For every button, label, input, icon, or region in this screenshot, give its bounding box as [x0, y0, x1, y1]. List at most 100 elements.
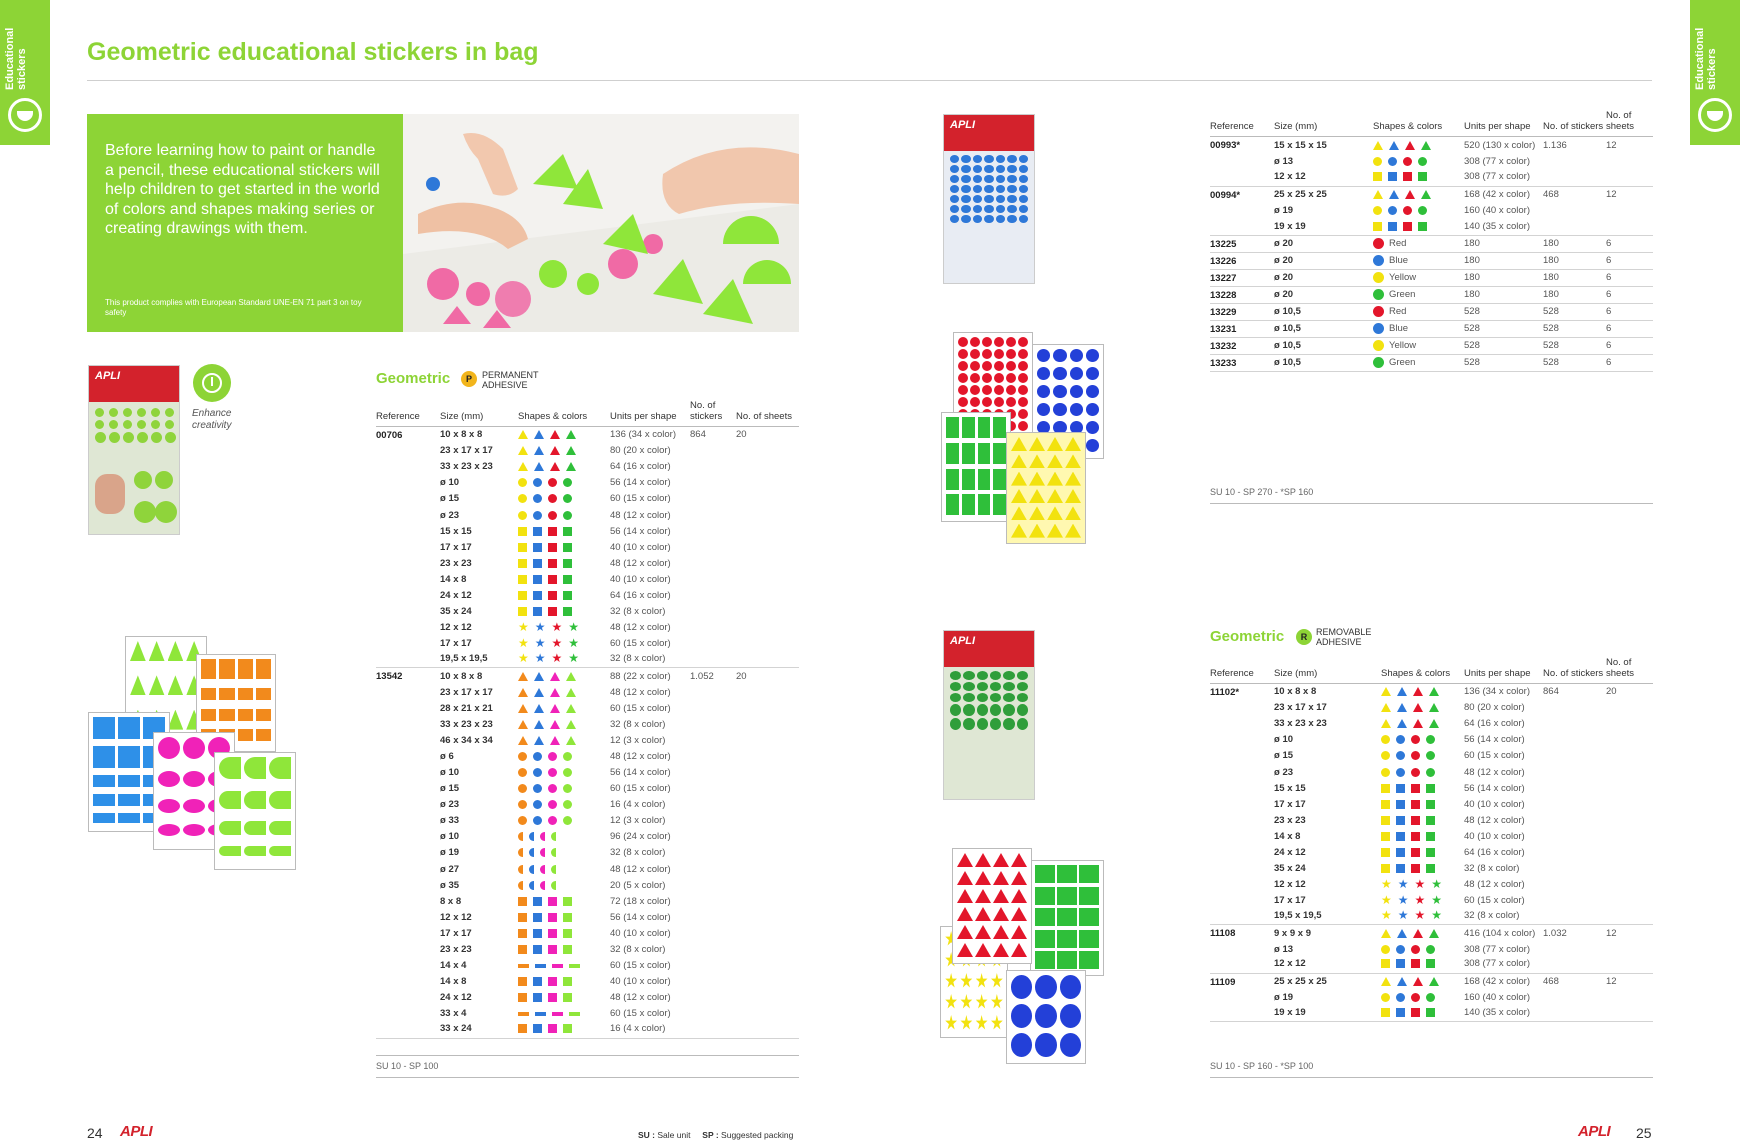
shapes-cell	[518, 877, 610, 893]
size-cell: ø 19	[440, 847, 460, 859]
square-icon	[563, 945, 572, 955]
triangle-icon	[534, 430, 544, 440]
table-row: 11109 25 x 25 x 25 168 (42 x color) 468 12	[1210, 973, 1653, 989]
triangle-icon	[550, 430, 560, 440]
table-row: 33 x 24 16 (4 x color)	[376, 1021, 799, 1039]
removable-adhesive-label: REMOVABLE ADHESIVE	[1316, 627, 1372, 647]
reference-cell	[376, 764, 440, 780]
reference-cell	[1210, 893, 1274, 909]
col-reference: Reference	[376, 400, 440, 427]
sticker-shape	[961, 494, 975, 516]
square-icon	[518, 993, 527, 1003]
intro-note: This product complies with European Stan…	[105, 298, 362, 317]
table-row: 13228 ø 20 Green 180 180 6	[1210, 286, 1653, 304]
units-cell: 180	[1464, 235, 1543, 253]
rectangle-icon	[552, 963, 563, 968]
square-icon	[1381, 959, 1390, 969]
sticker-shape	[1029, 454, 1045, 469]
reference-cell	[376, 781, 440, 797]
sticker-shape	[1011, 907, 1027, 921]
sticker-shape	[984, 175, 994, 183]
table-row: 23 x 17 x 17 80 (20 x color)	[376, 443, 799, 459]
col-size: Size (mm)	[1274, 110, 1373, 137]
sheets-cell	[736, 651, 799, 669]
shapes-cell	[518, 829, 610, 845]
half-circle-icon	[551, 864, 556, 874]
sticker-shape	[1016, 718, 1028, 730]
units-cell: 40 (10 x color)	[610, 927, 671, 939]
table-row: 00706 10 x 8 x 8 136 (34 x color) 864 20	[376, 427, 799, 443]
units-cell: 180	[1464, 269, 1543, 287]
circle-icon	[548, 510, 557, 520]
triangle-icon	[1381, 976, 1391, 986]
col-reference: Reference	[1210, 110, 1274, 137]
sticker-shape	[1018, 385, 1028, 395]
table-row: 00994* 25 x 25 x 25 168 (42 x color) 468 12	[1210, 186, 1653, 203]
units-cell: 528	[1464, 354, 1543, 372]
sheets-cell	[736, 925, 799, 941]
sticker-shape	[1011, 943, 1027, 957]
circle-icon	[518, 478, 527, 488]
stickers-cell	[690, 555, 736, 571]
reference-cell: 13228	[1210, 286, 1274, 304]
reference-cell	[1210, 861, 1274, 877]
table-row: 35 x 24 32 (8 x color)	[1210, 861, 1653, 877]
circle-icon	[518, 494, 527, 504]
stickers-cell	[690, 829, 736, 845]
table-row: 13226 ø 20 Blue 180 180 6	[1210, 252, 1653, 270]
sticker-shape	[1018, 337, 1028, 347]
size-cell: ø 20	[1274, 269, 1373, 287]
table-row: 00993* 15 x 15 x 15 520 (130 x color) 1.136…	[1210, 137, 1653, 154]
reference-cell	[376, 861, 440, 877]
sticker-shape	[1085, 385, 1099, 398]
square-icon	[1411, 799, 1420, 809]
units-cell: 12 (3 x color)	[610, 815, 666, 827]
size-cell: 12 x 12	[440, 622, 472, 634]
circle-icon	[548, 784, 557, 794]
half-circle-icon	[529, 880, 534, 890]
reference-cell: 13542	[376, 671, 403, 683]
units-cell: 528	[1464, 337, 1543, 355]
size-cell: 23 x 23	[1274, 814, 1306, 826]
units-cell: 64 (16 x color)	[610, 461, 671, 473]
sheet-lime-halfcircles	[214, 752, 296, 870]
triangle-icon	[1413, 976, 1423, 986]
stickers-cell	[690, 636, 736, 652]
size-cell: ø 10,5	[1274, 337, 1373, 355]
table-row: ø 19 32 (8 x color)	[376, 845, 799, 861]
circle-icon	[1381, 944, 1390, 954]
reference-cell	[376, 651, 440, 669]
circle-icon	[1373, 206, 1382, 216]
shapes-cell	[1373, 137, 1464, 154]
star-icon: ★	[518, 620, 529, 635]
size-cell: 17 x 17	[1274, 895, 1306, 907]
circle-icon	[1388, 206, 1397, 216]
stickers-cell	[690, 539, 736, 555]
sticker-shape	[1085, 367, 1099, 380]
units-cell: 56 (14 x color)	[610, 477, 671, 489]
sticker-shape	[1037, 367, 1051, 380]
reference-cell: 13231	[1210, 320, 1274, 338]
square-icon	[533, 607, 542, 617]
sp-value: Suggested packing	[721, 1130, 794, 1140]
sheets-cell	[736, 507, 799, 523]
sticker-shape	[950, 215, 960, 223]
reference-cell	[1210, 203, 1274, 220]
section-removable-title: Geometric	[1210, 628, 1285, 645]
shapes-cell: Red	[1373, 303, 1464, 321]
sticker-shape	[972, 185, 983, 193]
sticker-shape	[972, 165, 983, 173]
triangle-icon	[566, 671, 576, 681]
triangle-icon	[534, 687, 544, 697]
reference-cell: 11102*	[1210, 687, 1240, 698]
rectangle-icon	[552, 1011, 563, 1016]
sticker-shape	[1069, 403, 1083, 416]
size-cell: 14 x 8	[1274, 830, 1301, 842]
sheets-cell	[1606, 989, 1653, 1005]
square-icon	[1381, 1007, 1390, 1017]
sheets-cell: 6	[1606, 354, 1653, 372]
table-row: 23 x 17 x 17 48 (12 x color)	[376, 684, 799, 700]
sticker-shape	[1011, 454, 1027, 469]
half-circle-icon	[529, 832, 534, 842]
units-cell: 528	[1464, 320, 1543, 338]
